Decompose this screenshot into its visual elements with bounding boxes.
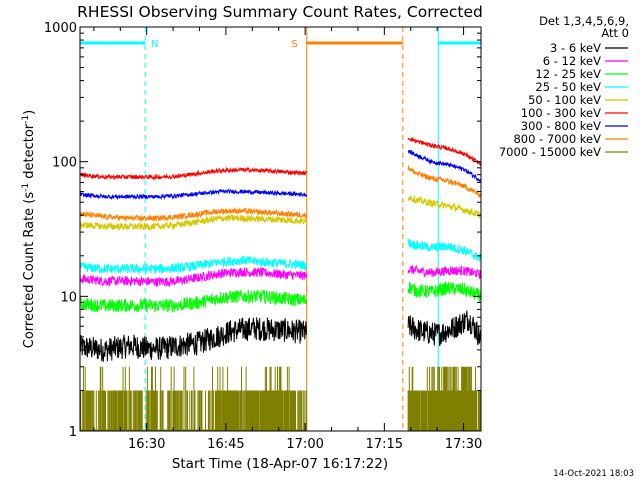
x-tick-label: 16:30	[128, 437, 165, 452]
y-axis-label-sup1: -1	[21, 183, 31, 192]
series-line	[80, 190, 307, 199]
series-300-800-kev	[80, 150, 481, 199]
axes: 16:30 16:45 17:00 17:15 17:30 1 10 100 1000	[44, 21, 482, 452]
series-line	[408, 311, 481, 346]
series-line	[408, 138, 481, 165]
series-12-25-kev	[80, 282, 481, 312]
series-line	[80, 256, 307, 273]
x-tick-label: 17:00	[286, 437, 323, 452]
state-label-n: N	[151, 39, 158, 50]
plot-area	[80, 27, 481, 431]
series-line	[408, 239, 481, 262]
y-axis-label-main: Corrected Count Rate (s	[22, 192, 37, 349]
legend-entry-label: 7000 - 15000 keV	[499, 145, 601, 159]
legend-entry-label: 50 - 100 keV	[528, 93, 601, 107]
series-line	[408, 367, 481, 431]
series-line	[80, 168, 307, 179]
y-tick-label: 1000	[44, 21, 77, 36]
series-line	[408, 166, 481, 198]
series-line	[408, 265, 481, 279]
chart-marks: NS	[80, 27, 481, 431]
legend-entry-label: 12 - 25 keV	[535, 67, 601, 81]
series-line	[408, 150, 481, 181]
y-tick-label: 10	[60, 290, 77, 305]
y-axis-label-end: )	[22, 110, 37, 115]
state-s	[307, 27, 403, 431]
series-25-50-kev	[80, 239, 481, 274]
x-tick-label: 17:15	[366, 437, 403, 452]
legend-entry-label: 25 - 50 keV	[535, 80, 601, 94]
footer-timestamp: 14-Oct-2021 18:03	[553, 469, 634, 479]
series-line	[80, 317, 307, 362]
chart-title: RHESSI Observing Summary Count Rates, Co…	[77, 3, 483, 21]
x-axis-label: Start Time (18-Apr-07 16:17:22)	[172, 456, 388, 472]
series-line	[408, 196, 481, 219]
series-line	[80, 268, 307, 287]
series-line	[408, 282, 481, 302]
series-3-6-kev	[80, 311, 481, 362]
legend-entry-label: 6 - 12 keV	[543, 54, 601, 68]
legend-entry-label: 3 - 6 keV	[550, 41, 601, 55]
series-line	[80, 367, 307, 431]
series-7000-15000-kev	[80, 367, 481, 431]
y-tick-label: 1	[69, 425, 77, 440]
legend-entry-label: 800 - 7000 keV	[513, 132, 601, 146]
legend-entry-label: 300 - 800 keV	[521, 119, 601, 133]
series-line	[80, 290, 307, 313]
state-label-s: S	[291, 39, 297, 50]
legend: Det 1,3,4,5,6,9, Att 0 3 - 6 keV6 - 12 k…	[499, 14, 629, 159]
legend-header-attenuator: Att 0	[601, 26, 629, 40]
legend-entry-label: 100 - 300 keV	[521, 106, 601, 120]
y-axis-label: Corrected Count Rate (s-1 detector-1)	[21, 110, 37, 348]
y-axis-label-sup2: -1	[21, 115, 31, 124]
y-tick-label: 100	[52, 156, 77, 171]
x-tick-label: 17:30	[445, 437, 482, 452]
x-tick-label: 16:45	[207, 437, 244, 452]
y-axis-label-mid: detector	[22, 123, 37, 183]
